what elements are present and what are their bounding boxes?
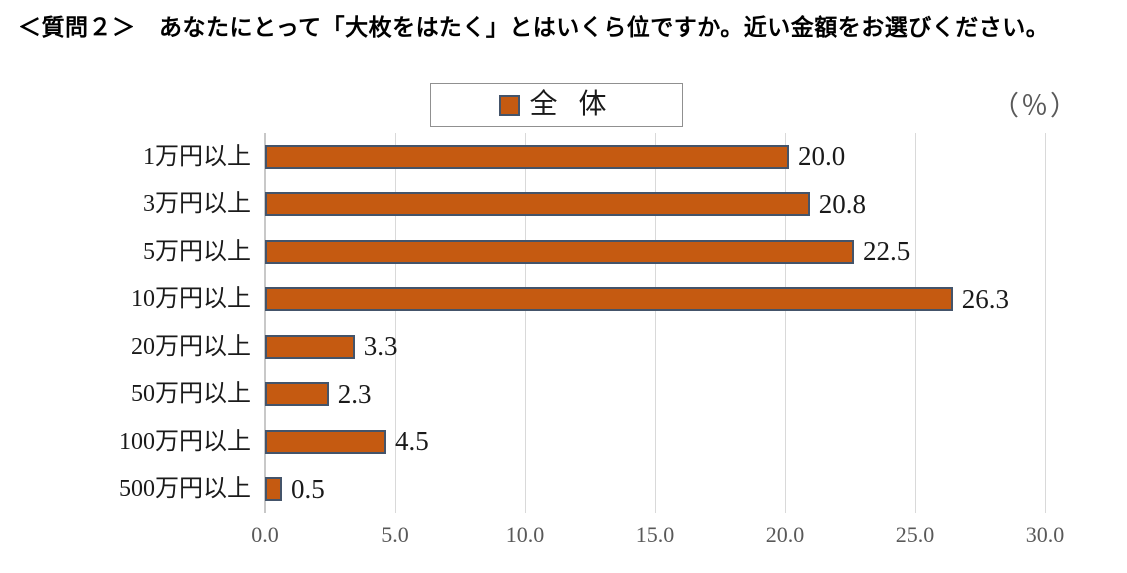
legend: 全 体: [430, 83, 683, 127]
bar: [265, 239, 854, 264]
bar-row: 10万円以上 26.3: [131, 276, 1045, 324]
bar-row: 20万円以上 3.3: [131, 323, 1045, 371]
gridline: [785, 133, 786, 513]
bar: [265, 382, 329, 407]
legend-swatch-icon: [499, 94, 521, 116]
x-tick-label: 10.0: [505, 522, 545, 547]
plot-area: 1万円以上 20.0 3万円以上 20.8 5万円以上 22.5 10万円以上 …: [119, 133, 1046, 514]
value-label: 0.5: [291, 473, 325, 504]
bar-row: 50万円以上 2.3: [131, 371, 1045, 419]
bar-row: 1万円以上 20.0: [143, 133, 1045, 181]
category-label: 5万円以上: [143, 238, 251, 265]
category-label: 3万円以上: [143, 191, 251, 218]
value-label: 26.3: [961, 283, 1010, 314]
value-label: 20.0: [797, 141, 846, 172]
gridline: [655, 133, 656, 513]
category-label: 10万円以上: [131, 286, 251, 313]
bar: [265, 334, 355, 359]
bar-row: 500万円以上 0.5: [119, 466, 1045, 514]
gridline: [1045, 133, 1046, 513]
x-tick-label: 30.0: [1025, 522, 1065, 547]
x-tick-label: 20.0: [765, 522, 805, 547]
category-label: 500万円以上: [119, 476, 251, 503]
category-label: 50万円以上: [131, 381, 251, 408]
x-tick-label: 25.0: [895, 522, 935, 547]
category-label: 1万円以上: [143, 143, 251, 170]
bar: [265, 477, 282, 502]
x-tick-label: 15.0: [635, 522, 675, 547]
gridline: [914, 133, 916, 513]
y-axis-line: [264, 133, 266, 513]
x-tick-label: 5.0: [381, 522, 409, 547]
category-label: 100万円以上: [119, 428, 251, 455]
bar-row: 5万円以上 22.5: [143, 228, 1045, 276]
value-label: 20.8: [818, 188, 867, 219]
bar: [265, 429, 386, 454]
legend-label: 全 体: [529, 89, 614, 120]
value-label: 2.3: [337, 378, 372, 409]
bar-rows: 1万円以上 20.0 3万円以上 20.8 5万円以上 22.5 10万円以上 …: [119, 133, 1045, 514]
chart-title: ＜質問２＞ あなたにとって「大枚をはたく」とはいくら位ですか。近い金額をお選びく…: [18, 14, 1050, 40]
value-label: 22.5: [863, 236, 911, 267]
bar: [265, 192, 810, 217]
gridline: [524, 133, 526, 513]
gridline: [395, 133, 396, 513]
category-label: 20万円以上: [131, 333, 251, 360]
x-tick-label: 0.0: [251, 522, 279, 547]
bar-row: 3万円以上 20.8: [143, 181, 1045, 229]
x-axis: 0.0 5.0 10.0 15.0 20.0 25.0 30.0: [251, 522, 1064, 554]
unit-label: （％）: [992, 91, 1079, 121]
value-label: 3.3: [363, 331, 398, 362]
bar: [265, 287, 953, 312]
bar: [265, 144, 789, 169]
bar-row: 100万円以上 4.5: [119, 418, 1045, 466]
value-label: 4.5: [395, 426, 429, 457]
